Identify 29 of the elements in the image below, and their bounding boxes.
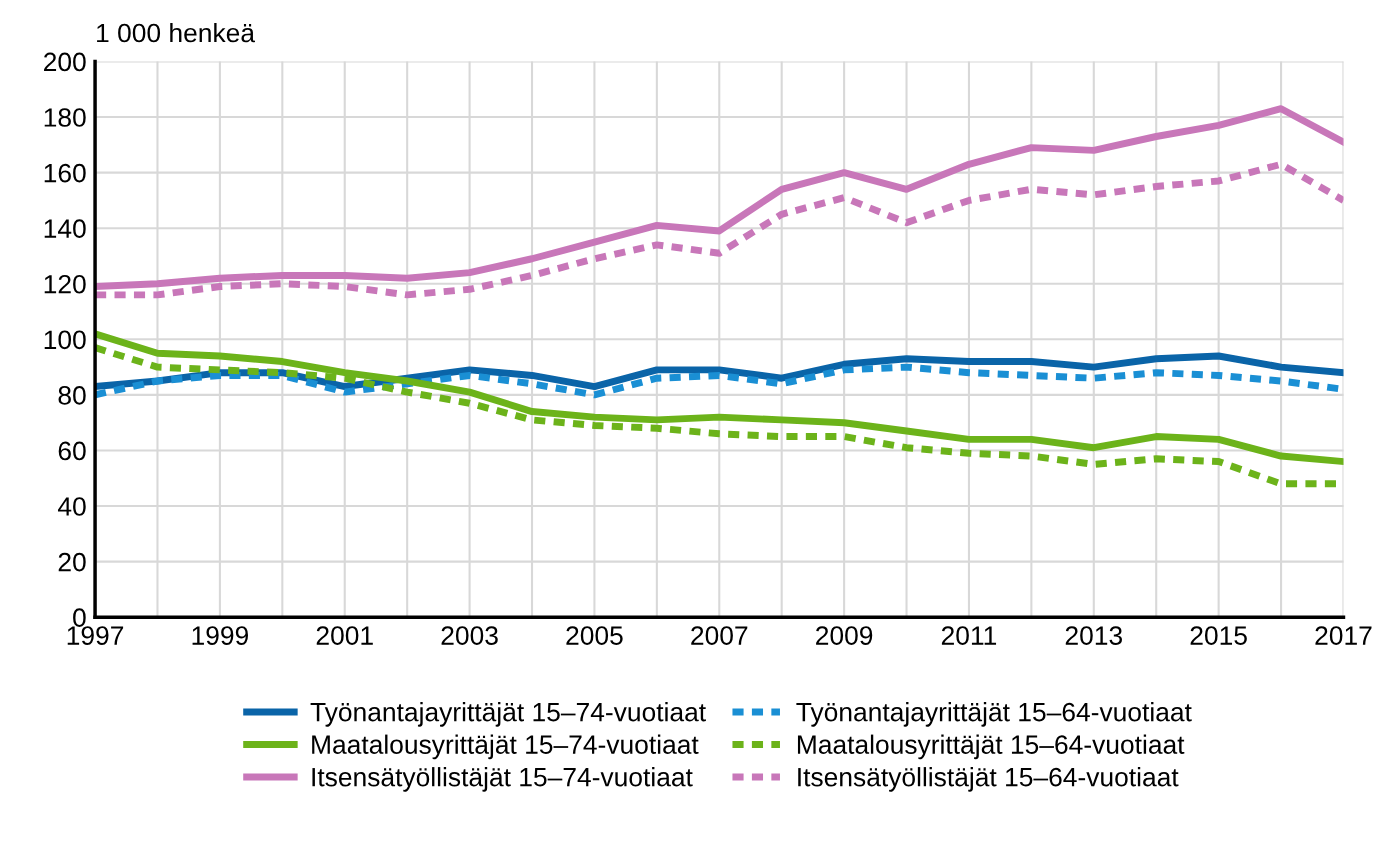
legend-label: Itsensätyöllistäjät 15–64-vuotiaat bbox=[798, 767, 1179, 792]
y-tick-label: 180 bbox=[44, 108, 86, 127]
y-axis-title: 1 000 henkeä bbox=[97, 22, 256, 43]
legend-label: Työnantajayrittäjät 15–74-vuotiaat bbox=[310, 702, 706, 727]
x-tick-label: 2001 bbox=[316, 626, 373, 645]
x-tick-label: 2005 bbox=[566, 626, 623, 645]
x-tick-label: 1999 bbox=[192, 626, 249, 645]
y-tick-label: 200 bbox=[44, 52, 86, 72]
x-tick-label: 2017 bbox=[1315, 626, 1372, 645]
y-tick-label: 160 bbox=[44, 163, 86, 183]
y-tick-label: 20 bbox=[58, 552, 86, 572]
legend-label: Itsensätyöllistäjät 15–74-vuotiaat bbox=[312, 767, 693, 792]
y-tick-label: 140 bbox=[44, 219, 86, 238]
x-tick-label: 2013 bbox=[1065, 626, 1122, 645]
y-tick-label: 80 bbox=[58, 386, 86, 405]
x-tick-label: 2007 bbox=[691, 626, 748, 645]
legend-label: Maatalousyrittäjät 15–64-vuotiaat bbox=[797, 734, 1185, 760]
y-tick-label: 40 bbox=[57, 497, 86, 516]
x-tick-label: 2003 bbox=[441, 626, 498, 645]
y-tick-label: 120 bbox=[44, 274, 86, 294]
legend-label: Työnantajayrittäjät 15–64-vuotiaat bbox=[796, 702, 1192, 727]
y-tick-label: 0 bbox=[73, 608, 86, 628]
x-tick-label: 2009 bbox=[816, 626, 873, 645]
y-tick-label: 100 bbox=[44, 330, 86, 350]
x-tick-label: 1997 bbox=[67, 626, 124, 645]
y-tick-label: 60 bbox=[58, 441, 86, 461]
x-tick-label: 2015 bbox=[1190, 626, 1247, 645]
legend-label: Maatalousyrittäjät 15–74-vuotiaat bbox=[312, 734, 699, 760]
x-tick-label: 2011 bbox=[941, 626, 997, 645]
